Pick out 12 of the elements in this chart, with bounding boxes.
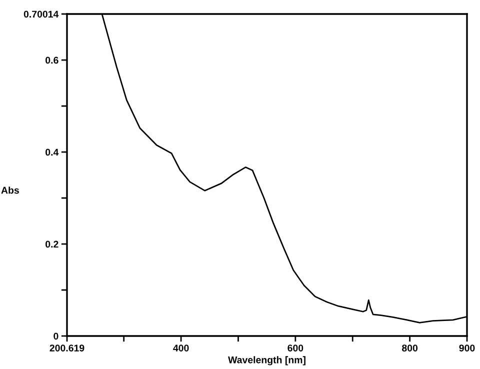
y-tick-label: 0.4 xyxy=(46,148,59,156)
x-tick-label: 200.619 xyxy=(50,344,84,352)
y-tick-label: 0.6 xyxy=(46,56,58,64)
x-tick-label: 600 xyxy=(288,344,304,352)
x-tick-label: 900 xyxy=(459,344,475,352)
x-axis-title: Wavelength [nm] xyxy=(228,356,306,366)
y-tick-label: 0.2 xyxy=(46,240,58,248)
x-tick-label: 400 xyxy=(173,344,189,352)
y-axis-title: Abs xyxy=(1,186,19,194)
y-tick-label: 0 xyxy=(54,332,58,340)
y-tick-label: 0.70014 xyxy=(24,10,59,18)
x-tick-label: 800 xyxy=(402,344,418,352)
